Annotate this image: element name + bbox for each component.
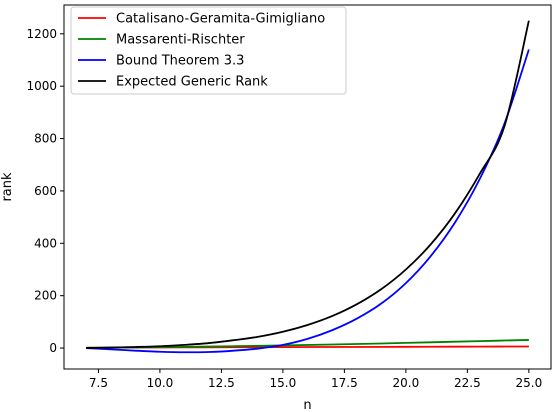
legend-box bbox=[70, 6, 347, 95]
legend-label-1: Massarenti-Rischter bbox=[116, 33, 245, 48]
x-axis-label: n bbox=[303, 398, 311, 412]
y-tick-label: 1000 bbox=[26, 79, 57, 93]
x-tick-label: 7.5 bbox=[89, 376, 108, 390]
x-tick-label: 15.0 bbox=[270, 376, 297, 390]
legend-label-0: Catalisano-Geramita-Gimigliano bbox=[116, 12, 325, 27]
x-tick-label: 25.0 bbox=[516, 376, 543, 390]
y-tick-label: 200 bbox=[34, 289, 57, 303]
plot-frame bbox=[63, 4, 552, 370]
y-axis-label: rank bbox=[0, 172, 15, 202]
x-tick-label: 10.0 bbox=[147, 376, 174, 390]
legend-label-3: Expected Generic Rank bbox=[116, 75, 268, 90]
series-layer bbox=[86, 20, 530, 354]
legend-label-2: Bound Theorem 3.3 bbox=[116, 54, 244, 69]
series-line-2 bbox=[86, 49, 530, 354]
x-tick-label: 12.5 bbox=[208, 376, 235, 390]
legend: Catalisano-Geramita-Gimigliano Massarenti… bbox=[70, 6, 347, 95]
y-tick-label: 0 bbox=[49, 341, 57, 355]
y-tick-label: 600 bbox=[34, 184, 57, 198]
x-tick-label: 22.5 bbox=[454, 376, 481, 390]
y-axis: 0 200 400 600 800 1000 1200 bbox=[26, 27, 64, 355]
y-tick-label: 800 bbox=[34, 132, 57, 146]
series-line-3 bbox=[86, 20, 530, 349]
x-axis: 7.5 10.0 12.5 15.0 17.5 20.0 22.5 25.0 bbox=[89, 369, 542, 390]
series-line-1 bbox=[86, 339, 529, 349]
y-tick-label: 400 bbox=[34, 236, 57, 250]
x-tick-label: 17.5 bbox=[331, 376, 358, 390]
x-tick-label: 20.0 bbox=[393, 376, 420, 390]
y-tick-label: 1200 bbox=[26, 27, 57, 41]
